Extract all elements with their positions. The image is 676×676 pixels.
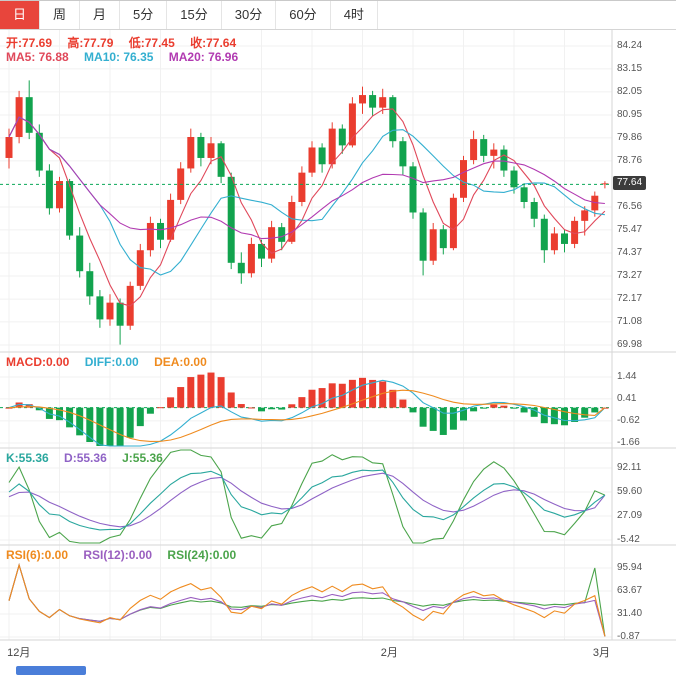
axis-label: 59.60: [617, 486, 643, 497]
tab-week[interactable]: 周: [40, 1, 81, 29]
axis-label: 74.37: [617, 246, 643, 258]
axis-label: 83.15: [617, 62, 643, 74]
axis-label: 75.47: [617, 223, 643, 235]
ma10-value: MA10: 76.35: [84, 50, 154, 64]
axis-label: 84.24: [617, 40, 643, 51]
current-price-tag: 77.64: [613, 176, 647, 191]
bottom-left-badge[interactable]: [16, 666, 86, 675]
x-axis-month-label: 2月: [380, 647, 398, 659]
tab-60min[interactable]: 60分: [276, 1, 331, 29]
axis-label: -0.87: [617, 631, 640, 642]
axis-label: 80.95: [617, 108, 643, 120]
macd-value: MACD:0.00: [6, 355, 70, 369]
diff-value: DIFF:0.00: [84, 355, 139, 369]
axis-label: 71.08: [617, 315, 643, 327]
axis-label: 72.17: [617, 293, 643, 305]
dea-value: DEA:0.00: [154, 355, 207, 369]
axis-label: 63.67: [617, 585, 643, 596]
axis-label: 82.05: [617, 85, 643, 97]
j-value: J:55.36: [122, 451, 163, 465]
ohlc-legend: 开:77.69 高:77.79 低:77.45 收:77.64: [6, 34, 248, 51]
axis-label: 76.56: [617, 201, 643, 213]
axis-label: 69.98: [617, 339, 643, 350]
d-value: D:55.36: [64, 451, 107, 465]
axis-label: 31.40: [617, 608, 643, 619]
axis-label: -0.62: [617, 414, 640, 426]
low-value: 低:77.45: [128, 36, 175, 50]
tab-5min[interactable]: 5分: [120, 1, 168, 29]
axis-label: 27.09: [617, 510, 643, 521]
tab-month[interactable]: 月: [80, 1, 121, 29]
axis-label: 78.76: [617, 154, 643, 166]
tab-15min[interactable]: 15分: [167, 1, 222, 29]
tab-30min[interactable]: 30分: [222, 1, 277, 29]
k-value: K:55.36: [6, 451, 49, 465]
axis-label: 1.44: [617, 371, 637, 382]
close-value: 收:77.64: [190, 36, 237, 50]
axis-label: 92.11: [617, 462, 642, 473]
open-value: 开:77.69: [6, 36, 53, 50]
axis-label: -1.66: [617, 437, 640, 448]
ma5-value: MA5: 76.88: [6, 50, 69, 64]
macd-legend: MACD:0.00 DIFF:0.00 DEA:0.00: [6, 355, 219, 369]
rsi-legend: RSI(6):0.00 RSI(12):0.00 RSI(24):0.00: [6, 548, 248, 562]
rsi6-value: RSI(6):0.00: [6, 548, 69, 562]
x-axis-month-label: 12月: [7, 647, 31, 659]
tab-day[interactable]: 日: [0, 1, 41, 29]
tab-4hour[interactable]: 4时: [331, 1, 378, 29]
axis-label: 0.41: [617, 392, 637, 404]
axis-label: 79.86: [617, 131, 643, 143]
axis-label: -5.42: [617, 534, 640, 545]
rsi24-value: RSI(24):0.00: [167, 548, 237, 562]
x-axis-month-label: 3月: [592, 647, 611, 659]
axis-label: 95.94: [617, 562, 643, 573]
rsi12-value: RSI(12):0.00: [83, 548, 153, 562]
ma20-value: MA20: 76.96: [168, 50, 239, 64]
ma-legend: MA5: 76.88 MA10: 76.35 MA20: 76.96: [6, 50, 250, 64]
interval-tab-bar: 日周月 5分 15分 30分 60分 4时: [0, 0, 676, 30]
kdj-legend: K:55.36 D:55.36 J:55.36: [6, 451, 175, 465]
high-value: 高:77.79: [67, 36, 114, 50]
axis-label: 73.27: [617, 270, 643, 282]
